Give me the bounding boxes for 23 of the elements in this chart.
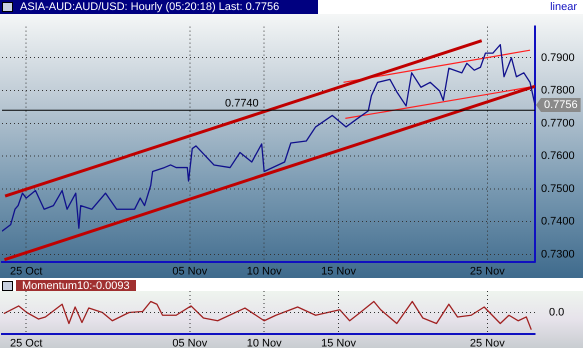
y-tick-label: 0.7900 bbox=[541, 52, 575, 64]
text: linear bbox=[550, 0, 577, 14]
x-tick-label: 25 Oct bbox=[10, 266, 42, 278]
x-tick-label: 15 Nov bbox=[321, 338, 356, 348]
y-tick-label: 0.7700 bbox=[541, 117, 575, 130]
y-tick-label: 0.7400 bbox=[541, 216, 575, 228]
x-tick-label: 15 Nov bbox=[321, 266, 356, 278]
chart-title: ASIA-AUD:AUD/USD: Hourly (05:20:18) Last: 0.7756 bbox=[0, 0, 318, 14]
annotation: 0.7756 bbox=[544, 98, 578, 111]
y-tick-label: 0.7500 bbox=[541, 182, 575, 195]
ref-line-label: 0.0 bbox=[549, 306, 564, 319]
x-tick-label: 25 Nov bbox=[470, 266, 506, 278]
x-tick-label: 10 Nov bbox=[246, 266, 282, 278]
chart-title: Momentum10:-0.0093 bbox=[16, 280, 136, 292]
x-tick-label: 05 Nov bbox=[172, 338, 208, 348]
x-tick-label: 25 Oct bbox=[10, 338, 42, 348]
x-tick-label: 25 Nov bbox=[470, 338, 506, 348]
y-tick-label: 0.7600 bbox=[541, 150, 575, 162]
x-tick-label: 05 Nov bbox=[172, 266, 208, 278]
x-tick-label: 10 Nov bbox=[246, 338, 282, 348]
y-tick-label: 0.7800 bbox=[541, 84, 575, 97]
y-tick-label: 0.7300 bbox=[541, 248, 575, 260]
ref-line-label: 0.7740 bbox=[225, 98, 259, 110]
